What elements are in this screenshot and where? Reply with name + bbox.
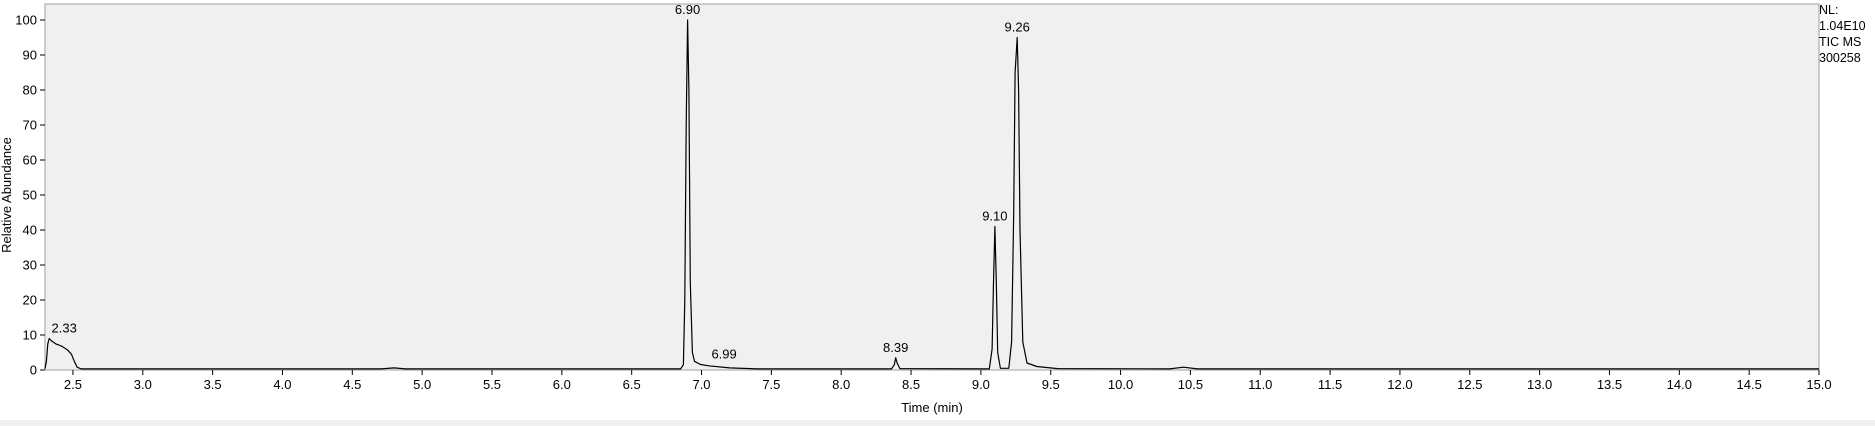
y-axis-title: Relative Abundance xyxy=(0,137,14,253)
x-tick-label: 4.5 xyxy=(343,377,361,392)
y-axis: 0 10 20 30 40 50 60 70 80 90 100 xyxy=(15,13,45,378)
x-tick-label: 10.0 xyxy=(1108,377,1133,392)
x-tick-label: 12.0 xyxy=(1387,377,1412,392)
y-tick-label: 100 xyxy=(15,13,37,28)
x-tick-label: 10.5 xyxy=(1178,377,1203,392)
x-tick-label: 14.5 xyxy=(1737,377,1762,392)
x-axis: 2.5 3.0 3.5 4.0 4.5 5.0 5.5 6.0 6.5 7.0 7.5 8.0 8.5 9… xyxy=(64,370,1832,392)
y-tick-label: 90 xyxy=(23,48,37,63)
file-name: 300258 xyxy=(1819,51,1861,65)
peak-label: 6.99 xyxy=(711,346,736,361)
peak-label: 9.10 xyxy=(982,209,1007,224)
nl-value: 1.04E10 xyxy=(1819,19,1866,33)
x-tick-label: 12.5 xyxy=(1457,377,1482,392)
bottom-strip xyxy=(0,420,1875,426)
x-tick-label: 8.5 xyxy=(902,377,920,392)
plot-area xyxy=(44,3,1820,371)
scan-type: TIC MS xyxy=(1819,35,1862,49)
x-axis-title: Time (min) xyxy=(901,400,963,415)
x-tick-label: 4.0 xyxy=(273,377,291,392)
x-tick-label: 3.0 xyxy=(134,377,152,392)
x-tick-label: 6.5 xyxy=(623,377,641,392)
x-tick-label: 14.0 xyxy=(1667,377,1692,392)
x-tick-label: 11.0 xyxy=(1248,377,1272,392)
x-tick-label: 5.5 xyxy=(483,377,501,392)
y-tick-label: 30 xyxy=(23,258,37,273)
y-tick-label: 70 xyxy=(23,118,37,133)
x-tick-label: 15.0 xyxy=(1806,377,1831,392)
peak-label: 2.33 xyxy=(52,321,77,336)
y-tick-label: 60 xyxy=(23,153,37,168)
x-tick-label: 9.0 xyxy=(972,377,990,392)
y-tick-label: 10 xyxy=(23,328,37,343)
y-tick-label: 20 xyxy=(23,293,37,308)
x-tick-label: 7.0 xyxy=(692,377,710,392)
normalization-info: NL: 1.04E10 TIC MS 300258 xyxy=(1819,2,1866,66)
peak-label: 6.90 xyxy=(675,2,700,17)
x-tick-label: 13.5 xyxy=(1597,377,1622,392)
y-tick-label: 50 xyxy=(23,188,37,203)
x-tick-label: 8.0 xyxy=(832,377,850,392)
x-tick-label: 5.0 xyxy=(413,377,431,392)
peak-label: 8.39 xyxy=(883,340,908,355)
tic-trace-line xyxy=(44,19,1819,370)
x-tick-label: 11.5 xyxy=(1318,377,1342,392)
y-tick-label: 80 xyxy=(23,83,37,98)
peak-label: 9.26 xyxy=(1005,20,1030,35)
x-tick-label: 7.5 xyxy=(762,377,780,392)
x-tick-label: 2.5 xyxy=(64,377,82,392)
peak-labels: 2.33 6.90 6.99 8.39 9.10 9.26 xyxy=(52,2,1030,361)
y-tick-label: 40 xyxy=(23,223,37,238)
x-tick-label: 3.5 xyxy=(204,377,222,392)
x-tick-label: 9.5 xyxy=(1042,377,1060,392)
x-tick-label: 6.0 xyxy=(553,377,571,392)
y-tick-label: 0 xyxy=(30,363,37,378)
nl-label: NL: xyxy=(1819,3,1839,17)
x-tick-label: 13.0 xyxy=(1527,377,1552,392)
